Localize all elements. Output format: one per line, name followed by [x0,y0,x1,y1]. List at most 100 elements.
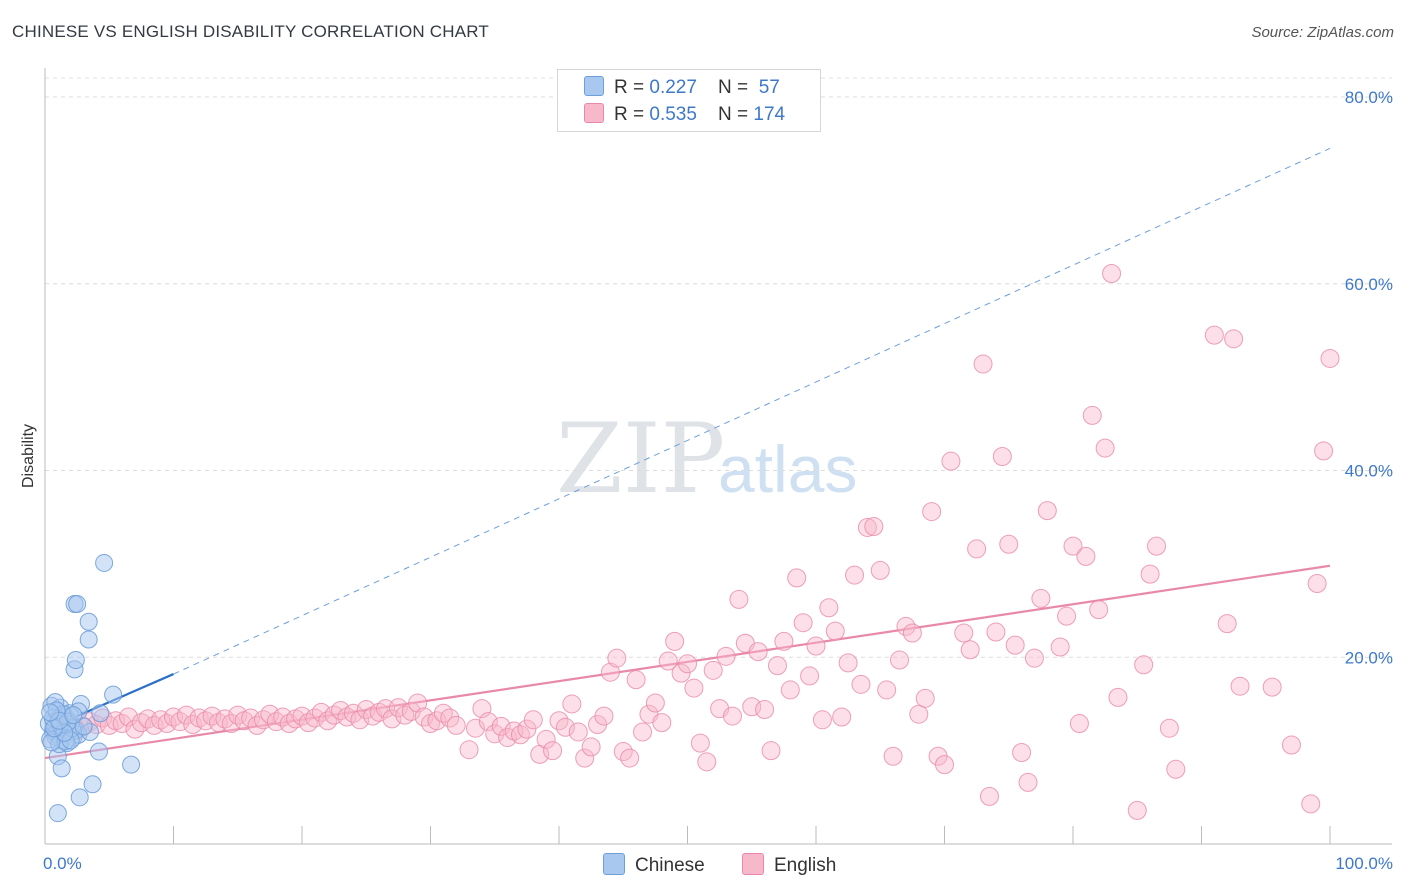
english-point-154 [1063,536,1083,556]
series-legend: Chinese English [603,853,868,877]
english-point-129 [890,650,910,670]
english-point-87 [620,748,640,768]
english-point-125 [864,517,884,537]
english-point-98 [690,733,710,753]
english-point-175 [1320,348,1340,368]
english-point-102 [716,646,736,666]
chinese-point-52 [74,717,93,736]
english-point-152 [1050,637,1070,657]
r-label: R = [614,77,650,98]
english-point-75 [543,741,563,761]
english-point-121 [838,653,858,673]
english-point-88 [626,670,646,690]
chinese-point-55 [64,706,83,725]
english-point-112 [780,680,800,700]
english-point-108 [755,700,775,720]
legend-item-english[interactable]: English [742,853,836,877]
english-point-55 [408,693,428,713]
grid-lines [45,77,1392,658]
english-point-139 [960,640,980,660]
english-point-147 [1012,742,1032,762]
stats-row-chinese: R = 0.227 N = 57 [584,76,780,99]
chinese-trend-extension [173,147,1331,675]
english-point-114 [793,613,813,633]
english-point-67 [491,716,511,736]
english-point-160 [1102,263,1122,283]
english-point-72 [523,710,543,730]
chinese-point-24 [66,651,85,670]
english-swatch [742,853,764,875]
chinese-points [39,553,141,823]
y-tick-label-60: 60.0% [1345,275,1393,294]
english-point-150 [1031,588,1051,608]
chinese-point-36 [91,704,110,723]
x-tick-label-min: 0.0% [43,854,82,873]
n-label: N = [718,104,754,125]
r-value: 0.535 [649,104,697,125]
chinese-point-26 [68,595,87,614]
watermark-zip: ZIP [556,403,725,515]
english-point-78 [562,694,582,714]
english-point-111 [774,631,794,651]
english-point-107 [748,642,768,662]
legend-item-chinese[interactable]: Chinese [603,853,705,877]
chinese-point-29 [95,553,114,572]
english-point-177 [1314,441,1334,461]
english-point-65 [478,712,498,732]
english-point-156 [1076,546,1096,566]
english-point-145 [999,534,1019,554]
y-tick-label-80: 80.0% [1345,88,1393,107]
chart-title: CHINESE VS ENGLISH DISABILITY CORRELATIO… [12,22,490,41]
english-point-141 [973,354,993,374]
legend-label-english: English [774,855,837,876]
legend-label-chinese: Chinese [635,855,705,876]
english-point-104 [729,589,749,609]
english-point-172 [1262,677,1282,697]
english-point-52 [388,698,408,718]
english-point-142 [979,786,999,806]
y-axis-label: Disability [20,424,37,488]
english-point-118 [819,598,839,618]
english-point-99 [697,752,717,772]
english-point-83 [594,706,614,726]
english-point-140 [967,539,987,559]
english-point-163 [1134,655,1154,675]
english-point-144 [992,446,1012,466]
english-point-171 [1230,676,1250,696]
tick-labels: 20.0% 40.0% 60.0% 80.0% 0.0% 100.0% [43,88,1393,873]
english-point-134 [922,502,942,522]
english-point-146 [1005,635,1025,655]
english-point-158 [1089,600,1109,620]
n-label: N = [718,77,754,98]
chinese-point-42 [48,804,67,823]
english-point-143 [986,622,1006,642]
chinese-swatch [603,853,625,875]
english-point-149 [1024,648,1044,668]
english-point-115 [800,666,820,686]
english-point-89 [633,722,653,742]
english-point-126 [870,560,890,580]
english-point-166 [1159,718,1179,738]
chinese-point-56 [41,703,60,722]
english-point-100 [703,660,723,680]
english-points [54,263,1340,820]
english-point-174 [1301,794,1321,814]
chart-source: Source: ZipAtlas.com [1251,24,1394,41]
english-point-173 [1281,735,1301,755]
y-tick-label-40: 40.0% [1345,462,1393,481]
chinese-swatch [584,76,604,96]
r-label: R = [614,104,650,125]
english-point-103 [722,706,742,726]
stats-legend: R = 0.227 N = 57 R = 0.535 N = 174 [557,69,821,132]
english-point-161 [1108,687,1128,707]
chinese-point-40 [83,775,102,794]
english-point-97 [684,678,704,698]
english-point-92 [652,713,672,733]
english-point-127 [877,680,897,700]
chinese-point-21 [52,759,71,778]
r-value: 0.227 [649,77,697,98]
english-point-164 [1140,564,1160,584]
chinese-point-41 [70,788,89,807]
english-point-96 [678,654,697,674]
english-point-91 [645,693,665,713]
